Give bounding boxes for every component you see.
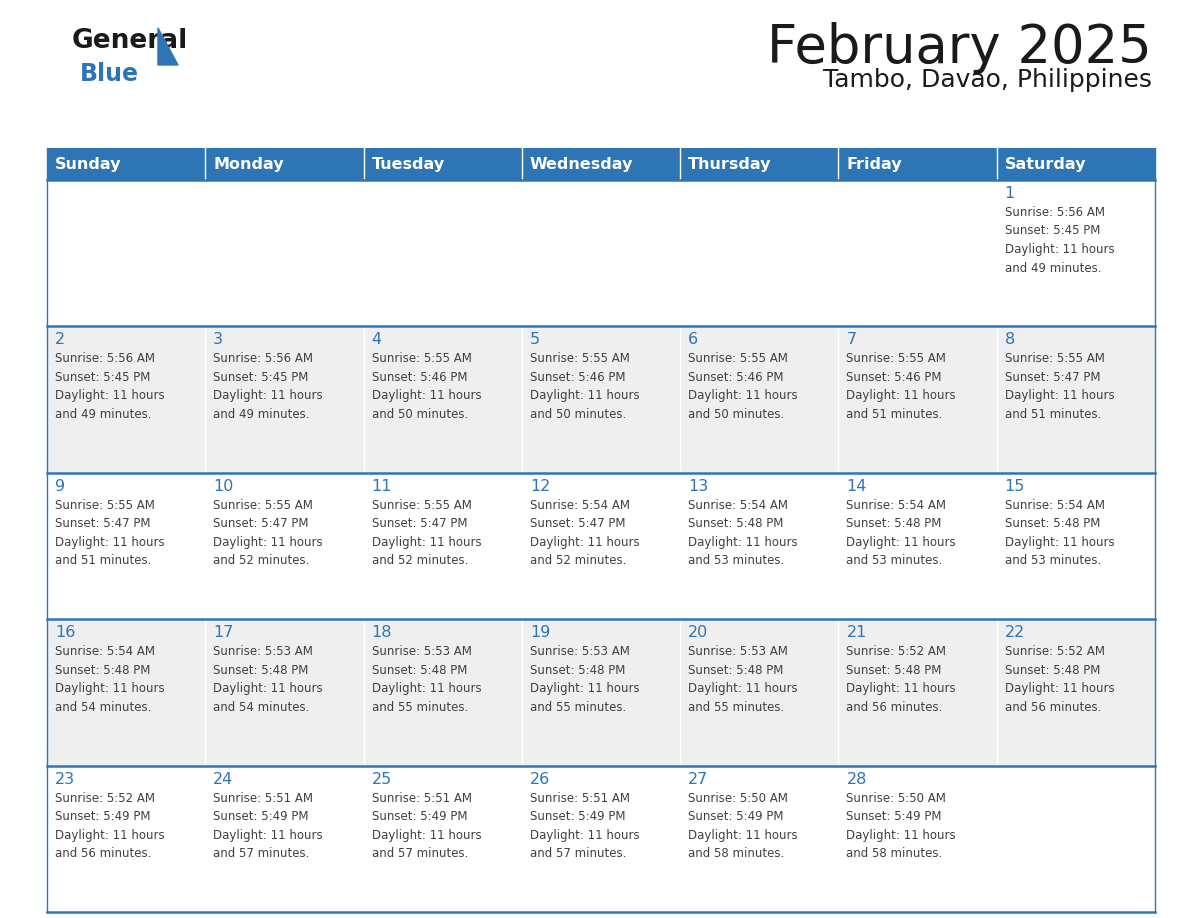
Text: Sunrise: 5:55 AM
Sunset: 5:47 PM
Daylight: 11 hours
and 52 minutes.: Sunrise: 5:55 AM Sunset: 5:47 PM Dayligh… [214, 498, 323, 567]
Text: Sunrise: 5:53 AM
Sunset: 5:48 PM
Daylight: 11 hours
and 55 minutes.: Sunrise: 5:53 AM Sunset: 5:48 PM Dayligh… [688, 645, 798, 713]
Text: Sunrise: 5:56 AM
Sunset: 5:45 PM
Daylight: 11 hours
and 49 minutes.: Sunrise: 5:56 AM Sunset: 5:45 PM Dayligh… [1005, 206, 1114, 274]
Text: 17: 17 [214, 625, 234, 640]
Text: Sunrise: 5:56 AM
Sunset: 5:45 PM
Daylight: 11 hours
and 49 minutes.: Sunrise: 5:56 AM Sunset: 5:45 PM Dayligh… [55, 353, 165, 420]
Text: 1: 1 [1005, 186, 1015, 201]
Text: Blue: Blue [80, 62, 139, 86]
Text: Sunrise: 5:55 AM
Sunset: 5:46 PM
Daylight: 11 hours
and 50 minutes.: Sunrise: 5:55 AM Sunset: 5:46 PM Dayligh… [688, 353, 798, 420]
Text: 12: 12 [530, 479, 550, 494]
Text: Sunrise: 5:51 AM
Sunset: 5:49 PM
Daylight: 11 hours
and 57 minutes.: Sunrise: 5:51 AM Sunset: 5:49 PM Dayligh… [530, 791, 639, 860]
Text: Sunrise: 5:53 AM
Sunset: 5:48 PM
Daylight: 11 hours
and 55 minutes.: Sunrise: 5:53 AM Sunset: 5:48 PM Dayligh… [372, 645, 481, 713]
Text: 8: 8 [1005, 332, 1015, 347]
Text: 27: 27 [688, 772, 708, 787]
Text: Sunrise: 5:52 AM
Sunset: 5:48 PM
Daylight: 11 hours
and 56 minutes.: Sunrise: 5:52 AM Sunset: 5:48 PM Dayligh… [846, 645, 956, 713]
Bar [48, 327, 1155, 473]
Bar [48, 473, 1155, 620]
Bar [48, 180, 1155, 327]
Text: 19: 19 [530, 625, 550, 640]
Text: Sunrise: 5:53 AM
Sunset: 5:48 PM
Daylight: 11 hours
and 55 minutes.: Sunrise: 5:53 AM Sunset: 5:48 PM Dayligh… [530, 645, 639, 713]
Text: Sunrise: 5:52 AM
Sunset: 5:49 PM
Daylight: 11 hours
and 56 minutes.: Sunrise: 5:52 AM Sunset: 5:49 PM Dayligh… [55, 791, 165, 860]
Bar [48, 766, 1155, 912]
Text: Tuesday: Tuesday [372, 156, 444, 172]
Text: 16: 16 [55, 625, 75, 640]
Text: Sunday: Sunday [55, 156, 121, 172]
Text: Sunrise: 5:55 AM
Sunset: 5:46 PM
Daylight: 11 hours
and 50 minutes.: Sunrise: 5:55 AM Sunset: 5:46 PM Dayligh… [372, 353, 481, 420]
Text: Sunrise: 5:55 AM
Sunset: 5:47 PM
Daylight: 11 hours
and 52 minutes.: Sunrise: 5:55 AM Sunset: 5:47 PM Dayligh… [372, 498, 481, 567]
Text: 15: 15 [1005, 479, 1025, 494]
Text: Wednesday: Wednesday [530, 156, 633, 172]
Text: 5: 5 [530, 332, 541, 347]
Text: 6: 6 [688, 332, 699, 347]
Text: Tambo, Davao, Philippines: Tambo, Davao, Philippines [823, 68, 1152, 92]
Text: 21: 21 [846, 625, 867, 640]
Bar [522, 148, 681, 180]
Text: 24: 24 [214, 772, 234, 787]
Text: 9: 9 [55, 479, 65, 494]
Bar [48, 148, 206, 180]
Text: Sunrise: 5:50 AM
Sunset: 5:49 PM
Daylight: 11 hours
and 58 minutes.: Sunrise: 5:50 AM Sunset: 5:49 PM Dayligh… [846, 791, 956, 860]
Text: 20: 20 [688, 625, 708, 640]
Text: 26: 26 [530, 772, 550, 787]
Text: 3: 3 [214, 332, 223, 347]
Text: 18: 18 [372, 625, 392, 640]
Polygon shape [158, 28, 178, 65]
Text: 25: 25 [372, 772, 392, 787]
Bar [364, 148, 522, 180]
Text: Thursday: Thursday [688, 156, 772, 172]
Text: Sunrise: 5:51 AM
Sunset: 5:49 PM
Daylight: 11 hours
and 57 minutes.: Sunrise: 5:51 AM Sunset: 5:49 PM Dayligh… [214, 791, 323, 860]
Text: Sunrise: 5:54 AM
Sunset: 5:47 PM
Daylight: 11 hours
and 52 minutes.: Sunrise: 5:54 AM Sunset: 5:47 PM Dayligh… [530, 498, 639, 567]
Text: Sunrise: 5:54 AM
Sunset: 5:48 PM
Daylight: 11 hours
and 53 minutes.: Sunrise: 5:54 AM Sunset: 5:48 PM Dayligh… [1005, 498, 1114, 567]
Bar [48, 620, 1155, 766]
Text: Saturday: Saturday [1005, 156, 1086, 172]
Text: Friday: Friday [846, 156, 902, 172]
Text: Sunrise: 5:50 AM
Sunset: 5:49 PM
Daylight: 11 hours
and 58 minutes.: Sunrise: 5:50 AM Sunset: 5:49 PM Dayligh… [688, 791, 798, 860]
Text: Sunrise: 5:52 AM
Sunset: 5:48 PM
Daylight: 11 hours
and 56 minutes.: Sunrise: 5:52 AM Sunset: 5:48 PM Dayligh… [1005, 645, 1114, 713]
Text: Sunrise: 5:51 AM
Sunset: 5:49 PM
Daylight: 11 hours
and 57 minutes.: Sunrise: 5:51 AM Sunset: 5:49 PM Dayligh… [372, 791, 481, 860]
Text: Sunrise: 5:55 AM
Sunset: 5:46 PM
Daylight: 11 hours
and 50 minutes.: Sunrise: 5:55 AM Sunset: 5:46 PM Dayligh… [530, 353, 639, 420]
Text: Sunrise: 5:56 AM
Sunset: 5:45 PM
Daylight: 11 hours
and 49 minutes.: Sunrise: 5:56 AM Sunset: 5:45 PM Dayligh… [214, 353, 323, 420]
Text: 13: 13 [688, 479, 708, 494]
Bar [839, 148, 997, 180]
Text: Sunrise: 5:55 AM
Sunset: 5:47 PM
Daylight: 11 hours
and 51 minutes.: Sunrise: 5:55 AM Sunset: 5:47 PM Dayligh… [1005, 353, 1114, 420]
Text: Sunrise: 5:54 AM
Sunset: 5:48 PM
Daylight: 11 hours
and 53 minutes.: Sunrise: 5:54 AM Sunset: 5:48 PM Dayligh… [846, 498, 956, 567]
Bar [681, 148, 839, 180]
Bar [206, 148, 364, 180]
Text: 28: 28 [846, 772, 867, 787]
Text: 22: 22 [1005, 625, 1025, 640]
Text: Sunrise: 5:55 AM
Sunset: 5:47 PM
Daylight: 11 hours
and 51 minutes.: Sunrise: 5:55 AM Sunset: 5:47 PM Dayligh… [55, 498, 165, 567]
Text: 7: 7 [846, 332, 857, 347]
Text: 23: 23 [55, 772, 75, 787]
Text: Sunrise: 5:53 AM
Sunset: 5:48 PM
Daylight: 11 hours
and 54 minutes.: Sunrise: 5:53 AM Sunset: 5:48 PM Dayligh… [214, 645, 323, 713]
Bar [997, 148, 1155, 180]
Text: Sunrise: 5:55 AM
Sunset: 5:46 PM
Daylight: 11 hours
and 51 minutes.: Sunrise: 5:55 AM Sunset: 5:46 PM Dayligh… [846, 353, 956, 420]
Text: Sunrise: 5:54 AM
Sunset: 5:48 PM
Daylight: 11 hours
and 54 minutes.: Sunrise: 5:54 AM Sunset: 5:48 PM Dayligh… [55, 645, 165, 713]
Text: Sunrise: 5:54 AM
Sunset: 5:48 PM
Daylight: 11 hours
and 53 minutes.: Sunrise: 5:54 AM Sunset: 5:48 PM Dayligh… [688, 498, 798, 567]
Text: 2: 2 [55, 332, 65, 347]
Text: 10: 10 [214, 479, 234, 494]
Text: General: General [72, 28, 188, 54]
Text: 11: 11 [372, 479, 392, 494]
Text: 4: 4 [372, 332, 381, 347]
Text: February 2025: February 2025 [767, 22, 1152, 74]
Text: Monday: Monday [214, 156, 284, 172]
Text: 14: 14 [846, 479, 867, 494]
